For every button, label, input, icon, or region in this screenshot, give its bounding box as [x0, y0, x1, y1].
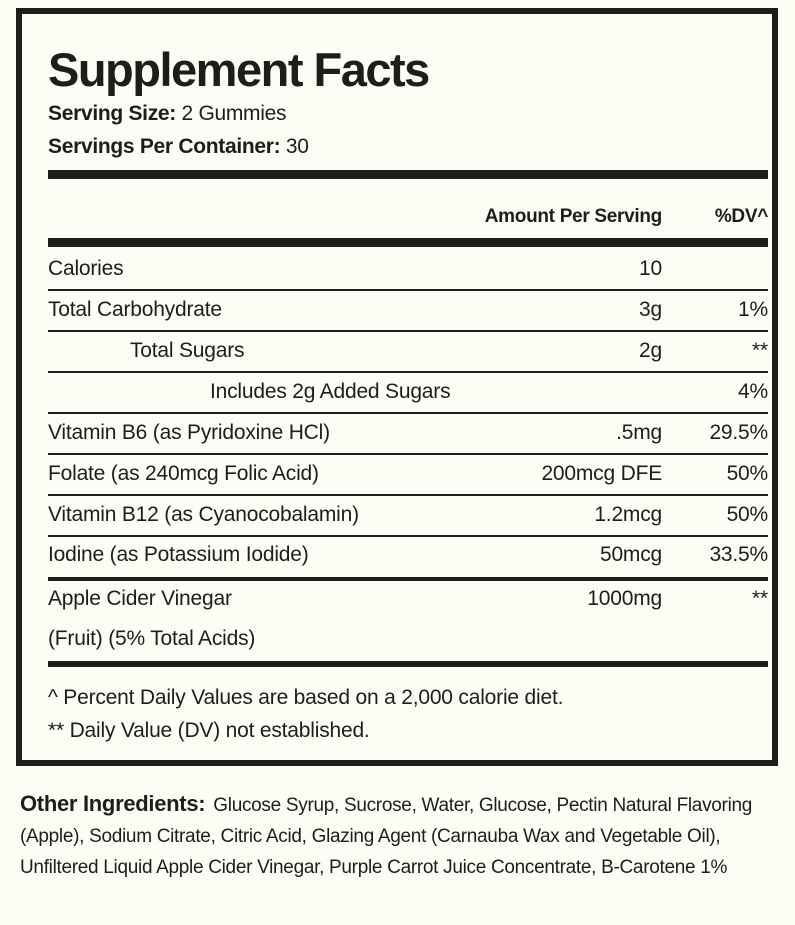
nutrient-name: Vitamin B12 (as Cyanocobalamin): [48, 503, 359, 526]
nutrient-dv: 33.5%: [709, 543, 768, 566]
dv-header: %DV^: [714, 206, 768, 227]
nutrient-row: Calories 10: [48, 249, 768, 291]
nutrient-row: Iodine (as Potassium Iodide) 50mcg 33.5%: [48, 535, 768, 575]
nutrient-name: Folate (as 240mcg Folic Acid): [48, 462, 319, 485]
nutrient-row: Includes 2g Added Sugars 4%: [48, 372, 768, 414]
other-ingredients: Other Ingredients: Glucose Syrup, Sucrose…: [20, 788, 780, 883]
nutrient-amount: 1.2mcg: [594, 503, 662, 526]
nutrient-amount: 200mcg DFE: [541, 462, 662, 485]
panel-title: Supplement Facts: [48, 43, 430, 96]
nutrient-amount: 1000mg: [587, 587, 662, 610]
other-ingredients-text: Glucose Syrup, Sucrose, Water, Glucose, …: [20, 795, 753, 878]
divider-medium: [48, 577, 768, 581]
nutrient-row: Apple Cider Vinegar 1000mg **: [48, 579, 768, 619]
serving-size: Serving Size: 2 Gummies: [48, 102, 287, 126]
divider-thick: [48, 170, 768, 179]
nutrient-row: Vitamin B12 (as Cyanocobalamin) 1.2mcg 50%: [48, 495, 768, 537]
serving-size-value: 2 Gummies: [181, 102, 287, 125]
servings-label: Servings Per Container:: [48, 135, 281, 158]
footnote-dv: ^ Percent Daily Values are based on a 2,…: [48, 686, 564, 709]
nutrient-name: Vitamin B6 (as Pyridoxine HCl): [48, 421, 330, 444]
nutrient-name-line2: (Fruit) (5% Total Acids): [48, 627, 256, 650]
nutrient-row: Total Sugars 2g **: [48, 331, 768, 373]
nutrient-dv: **: [752, 339, 768, 362]
nutrient-name: Total Sugars: [130, 339, 245, 362]
nutrient-dv: 1%: [738, 298, 768, 321]
supplement-facts-panel: Supplement Facts Serving Size: 2 Gummies…: [16, 8, 778, 766]
other-ingredients-label: Other Ingredients:: [20, 791, 206, 816]
nutrient-amount: 50mcg: [599, 543, 662, 566]
nutrient-amount: 3g: [639, 298, 662, 321]
nutrient-dv: 29.5%: [709, 421, 768, 444]
nutrient-amount: 2g: [639, 339, 662, 362]
nutrient-amount: 10: [639, 257, 662, 280]
nutrient-name: Includes 2g Added Sugars: [210, 380, 451, 403]
nutrient-name: Iodine (as Potassium Iodide): [48, 543, 309, 566]
servings-value: 30: [285, 135, 309, 158]
servings-per-container: Servings Per Container: 30: [48, 135, 309, 159]
nutrient-dv: 50%: [726, 503, 769, 526]
footnote-not-established: ** Daily Value (DV) not established.: [48, 719, 370, 742]
divider-thick: [48, 661, 768, 667]
nutrient-row: Vitamin B6 (as Pyridoxine HCl) .5mg 29.5%: [48, 413, 768, 455]
nutrient-row-continued: (Fruit) (5% Total Acids): [48, 619, 768, 659]
nutrient-dv: 4%: [738, 380, 768, 403]
nutrient-row: Folate (as 240mcg Folic Acid) 200mcg DFE 5…: [48, 454, 768, 496]
nutrient-dv: 50%: [726, 462, 769, 485]
nutrient-row: Total Carbohydrate 3g 1%: [48, 290, 768, 332]
amount-header: Amount Per Serving: [484, 206, 663, 227]
nutrient-dv: **: [752, 587, 768, 610]
nutrient-amount: .5mg: [616, 421, 662, 444]
nutrient-name: Apple Cider Vinegar: [48, 587, 232, 610]
divider-thick: [48, 238, 768, 247]
nutrient-name: Total Carbohydrate: [48, 298, 222, 321]
serving-size-label: Serving Size:: [48, 102, 176, 125]
nutrient-name: Calories: [48, 257, 124, 280]
